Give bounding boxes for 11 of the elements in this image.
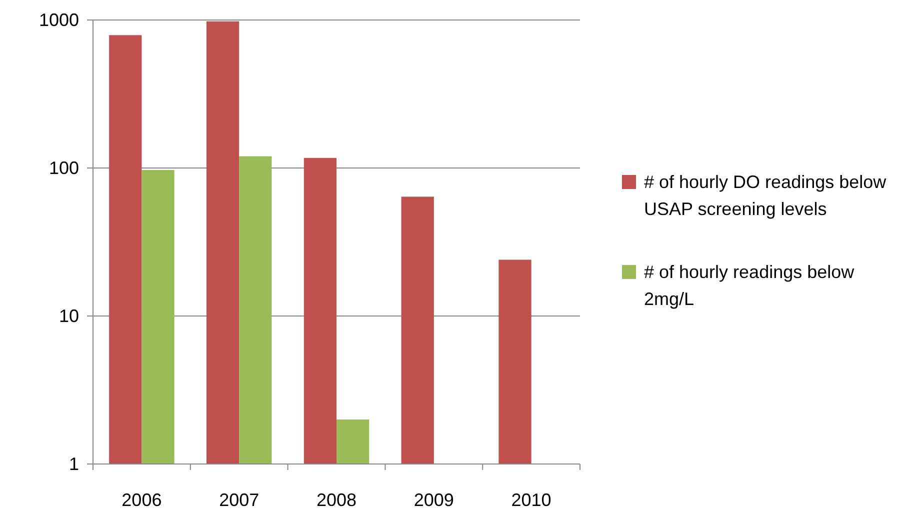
legend-label: # of hourly DO readings below USAP screening levels (644, 172, 888, 219)
y-tick-label: 1 (68, 454, 79, 474)
x-tick-label: 2010 (511, 490, 552, 510)
y-tick-label: 1000 (38, 10, 79, 30)
x-tick-label: 2007 (219, 490, 260, 510)
y-tick-label: 10 (58, 306, 79, 326)
x-tick-label: 2009 (414, 490, 454, 510)
x-tick-label: 2006 (122, 490, 162, 510)
x-tick-label: 2008 (316, 490, 357, 510)
legend-label: # of hourly readings below 2mg/L (644, 262, 856, 309)
y-tick-label: 100 (48, 158, 79, 178)
